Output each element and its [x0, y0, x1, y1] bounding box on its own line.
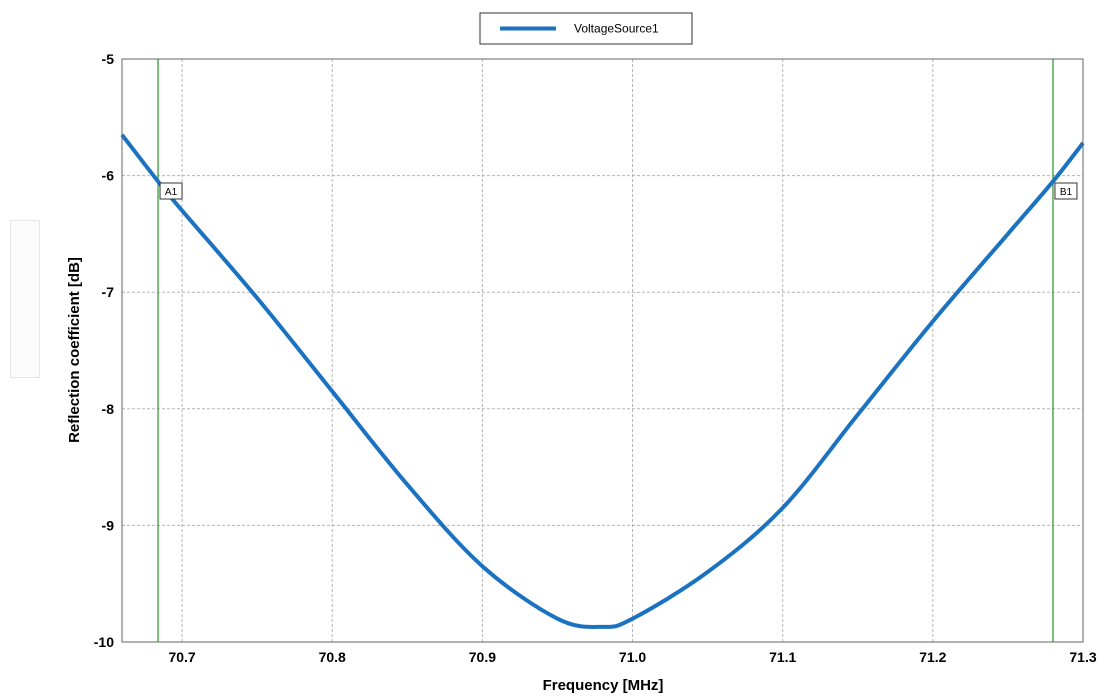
- x-tick-label: 70.9: [469, 649, 496, 665]
- series-layer: [120, 133, 1085, 629]
- y-axis-ticks: -5 -6 -7 -8 -9 -10: [94, 51, 114, 650]
- marker-label-text: A1: [165, 187, 178, 198]
- y-axis-title: Reflection coefficient [dB]: [66, 257, 83, 443]
- x-axis-title: Frequency [MHz]: [543, 677, 664, 694]
- y-tick-label: -9: [102, 517, 115, 533]
- x-tick-label: 70.7: [168, 649, 195, 665]
- series-line-0: [120, 133, 1085, 629]
- x-axis-ticks: 70.7 70.8 70.9 71.0 71.1 71.2 71.3: [168, 649, 1096, 665]
- legend: VoltageSource1: [479, 12, 693, 45]
- y-tick-label: -7: [102, 284, 115, 300]
- y-tick-label: -8: [102, 401, 115, 417]
- legend-entry: VoltageSource1: [574, 22, 659, 36]
- marker-label-text: B1: [1060, 187, 1073, 198]
- marker-lines: [157, 59, 1054, 642]
- x-tick-label: 71.0: [619, 649, 646, 665]
- x-tick-label: 71.3: [1069, 649, 1096, 665]
- x-tick-label: 70.8: [319, 649, 346, 665]
- plot-border: [121, 58, 1084, 643]
- plot-area: [122, 59, 1083, 642]
- y-tick-label: -5: [102, 51, 115, 67]
- grid: [122, 59, 1083, 642]
- marker-label-box: [159, 182, 183, 200]
- x-tick-label: 71.2: [919, 649, 946, 665]
- side-panel: [10, 220, 40, 378]
- y-tick-label: -10: [94, 634, 114, 650]
- x-tick-label: 71.1: [769, 649, 796, 665]
- marker-label-box: [1054, 182, 1078, 200]
- marker-label-a1: A1: [159, 182, 183, 200]
- y-tick-label: -6: [102, 168, 115, 184]
- marker-label-b1: B1: [1054, 182, 1078, 200]
- marker-labels: A1 B1: [159, 182, 1078, 200]
